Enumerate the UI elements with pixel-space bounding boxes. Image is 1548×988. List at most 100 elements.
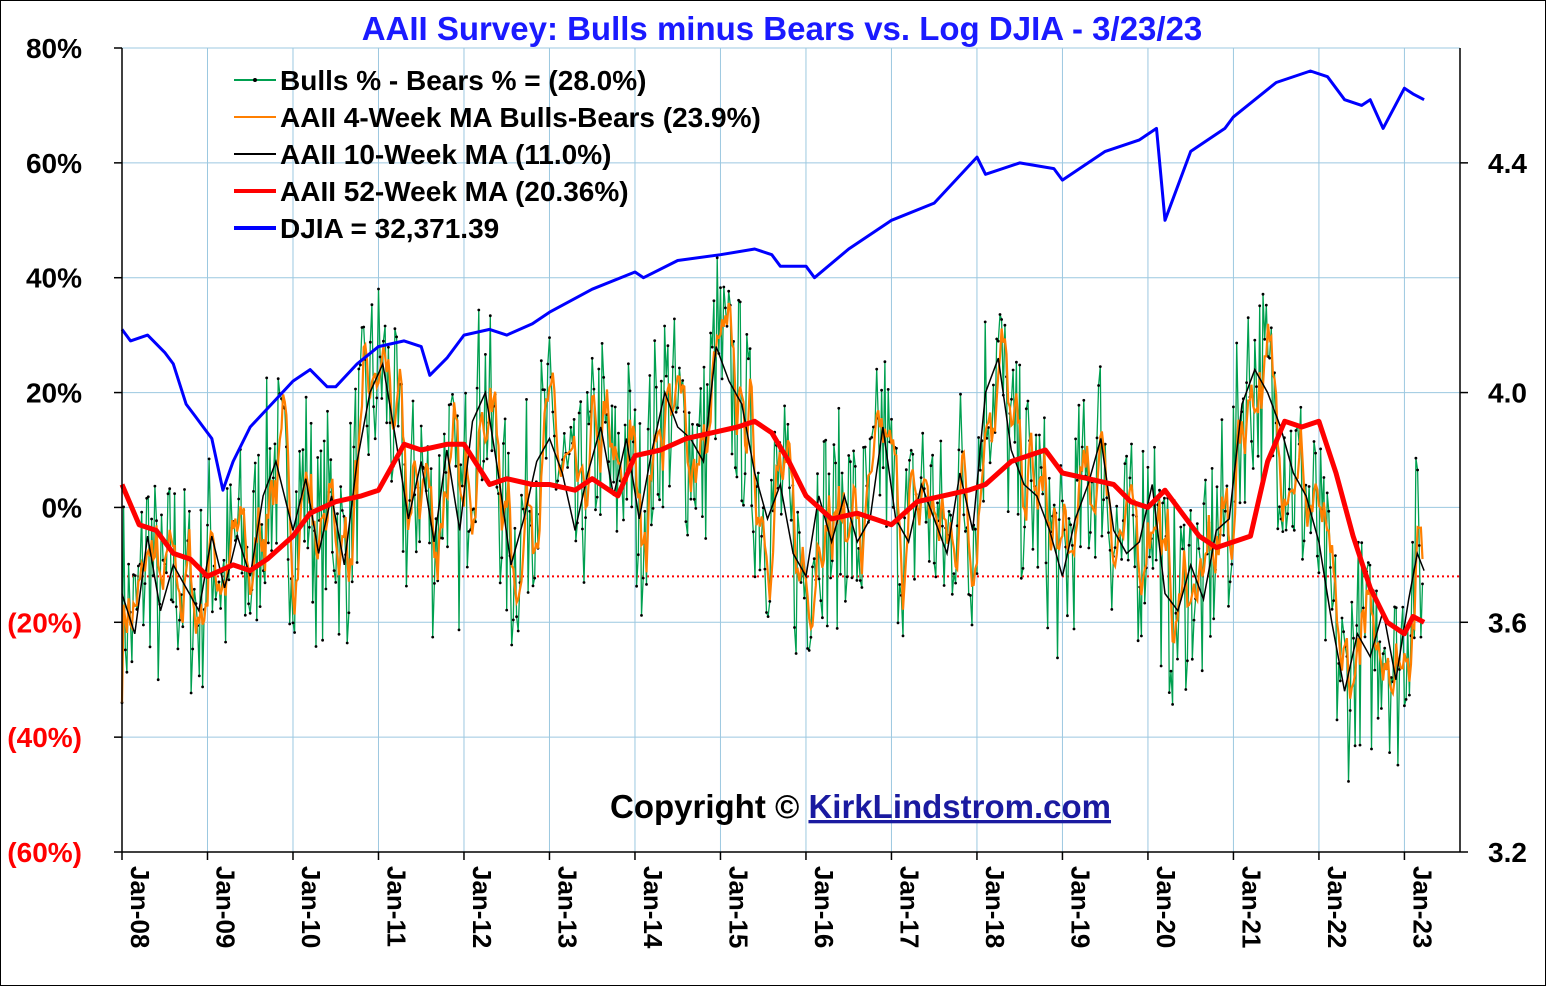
data-point xyxy=(853,465,857,468)
data-point xyxy=(266,541,270,545)
data-point xyxy=(1189,509,1193,512)
data-point xyxy=(1342,630,1345,634)
data-point xyxy=(1291,525,1294,528)
data-point xyxy=(973,527,977,531)
data-point xyxy=(687,411,691,414)
data-point xyxy=(623,423,627,427)
data-point xyxy=(294,490,298,493)
data-point xyxy=(881,466,885,470)
data-point xyxy=(347,611,351,615)
left-axis-ticks: 80% 60% 40% 20% 0% (20%) (40%) (60%) xyxy=(7,33,82,868)
data-point xyxy=(383,324,387,328)
x-tick-label: Jan-16 xyxy=(809,866,839,948)
data-point xyxy=(408,499,412,502)
data-point xyxy=(340,509,344,512)
data-point xyxy=(551,410,555,414)
data-point xyxy=(484,353,487,356)
data-point xyxy=(807,649,811,652)
data-point xyxy=(362,325,366,329)
data-point xyxy=(852,449,855,453)
data-point xyxy=(878,493,882,497)
data-point xyxy=(1031,547,1035,551)
data-point xyxy=(691,422,694,426)
data-point xyxy=(385,421,389,425)
x-tick-label: Jan-14 xyxy=(638,866,668,949)
data-point xyxy=(1190,657,1194,661)
x-tick-label: Jan-08 xyxy=(125,866,155,948)
data-point xyxy=(1146,465,1150,469)
data-point xyxy=(702,365,706,369)
data-point xyxy=(217,580,221,584)
data-point xyxy=(919,476,923,479)
data-point xyxy=(768,600,772,603)
data-point xyxy=(1151,567,1155,570)
data-point xyxy=(898,583,902,586)
data-point xyxy=(1123,462,1127,465)
data-point xyxy=(1389,676,1393,679)
data-point xyxy=(668,484,671,488)
data-point xyxy=(1373,668,1377,672)
data-point xyxy=(969,594,972,597)
data-point xyxy=(1348,709,1352,712)
data-point xyxy=(304,395,308,399)
data-point xyxy=(181,625,185,629)
data-point xyxy=(730,452,734,456)
data-point xyxy=(840,471,844,475)
data-point xyxy=(566,466,569,469)
axes xyxy=(114,47,1468,860)
data-point xyxy=(727,289,731,293)
data-point xyxy=(1319,447,1322,451)
data-point xyxy=(1181,547,1184,551)
data-point xyxy=(1209,635,1212,638)
data-point xyxy=(929,464,933,468)
data-point xyxy=(1023,525,1026,529)
data-point xyxy=(474,520,477,524)
data-point xyxy=(225,487,229,490)
data-point xyxy=(1350,600,1354,604)
data-point xyxy=(482,459,486,463)
data-point xyxy=(260,523,264,526)
data-point xyxy=(324,587,328,591)
data-point xyxy=(681,379,685,382)
data-point xyxy=(1368,563,1372,567)
data-point xyxy=(1304,483,1308,487)
data-point xyxy=(510,643,514,647)
legend: Bulls % - Bears % = (28.0%) AAII 4-Week M… xyxy=(234,65,761,244)
data-point xyxy=(1089,531,1092,534)
data-point xyxy=(449,402,453,406)
data-point xyxy=(546,362,550,366)
x-tick-label: Jan-10 xyxy=(296,866,326,948)
data-point xyxy=(1125,454,1128,458)
x-tick-label: Jan-17 xyxy=(894,866,924,948)
data-point xyxy=(1215,485,1219,489)
data-point xyxy=(556,479,560,483)
data-point xyxy=(515,615,518,619)
data-point xyxy=(1041,492,1045,496)
copyright-link[interactable]: KirkLindstrom.com xyxy=(808,788,1111,825)
data-point xyxy=(543,388,546,392)
data-point xyxy=(1021,567,1025,570)
data-point xyxy=(505,608,509,612)
data-point xyxy=(812,557,816,561)
data-point xyxy=(983,320,987,324)
data-point xyxy=(835,627,839,630)
data-point xyxy=(824,438,828,442)
data-point xyxy=(1414,456,1418,460)
data-point xyxy=(1015,360,1018,364)
data-point xyxy=(931,453,934,457)
data-point xyxy=(1056,656,1059,660)
data-point xyxy=(329,458,333,462)
data-point xyxy=(511,618,515,622)
data-point xyxy=(992,383,995,387)
data-point xyxy=(1075,478,1079,482)
data-point xyxy=(837,406,841,410)
data-point xyxy=(526,591,530,594)
data-point xyxy=(146,495,150,499)
data-point xyxy=(1163,496,1166,500)
data-point xyxy=(562,432,566,435)
data-point xyxy=(599,513,602,516)
data-point xyxy=(779,512,783,516)
data-point xyxy=(850,576,854,580)
x-tick-label: Jan-11 xyxy=(381,866,411,947)
